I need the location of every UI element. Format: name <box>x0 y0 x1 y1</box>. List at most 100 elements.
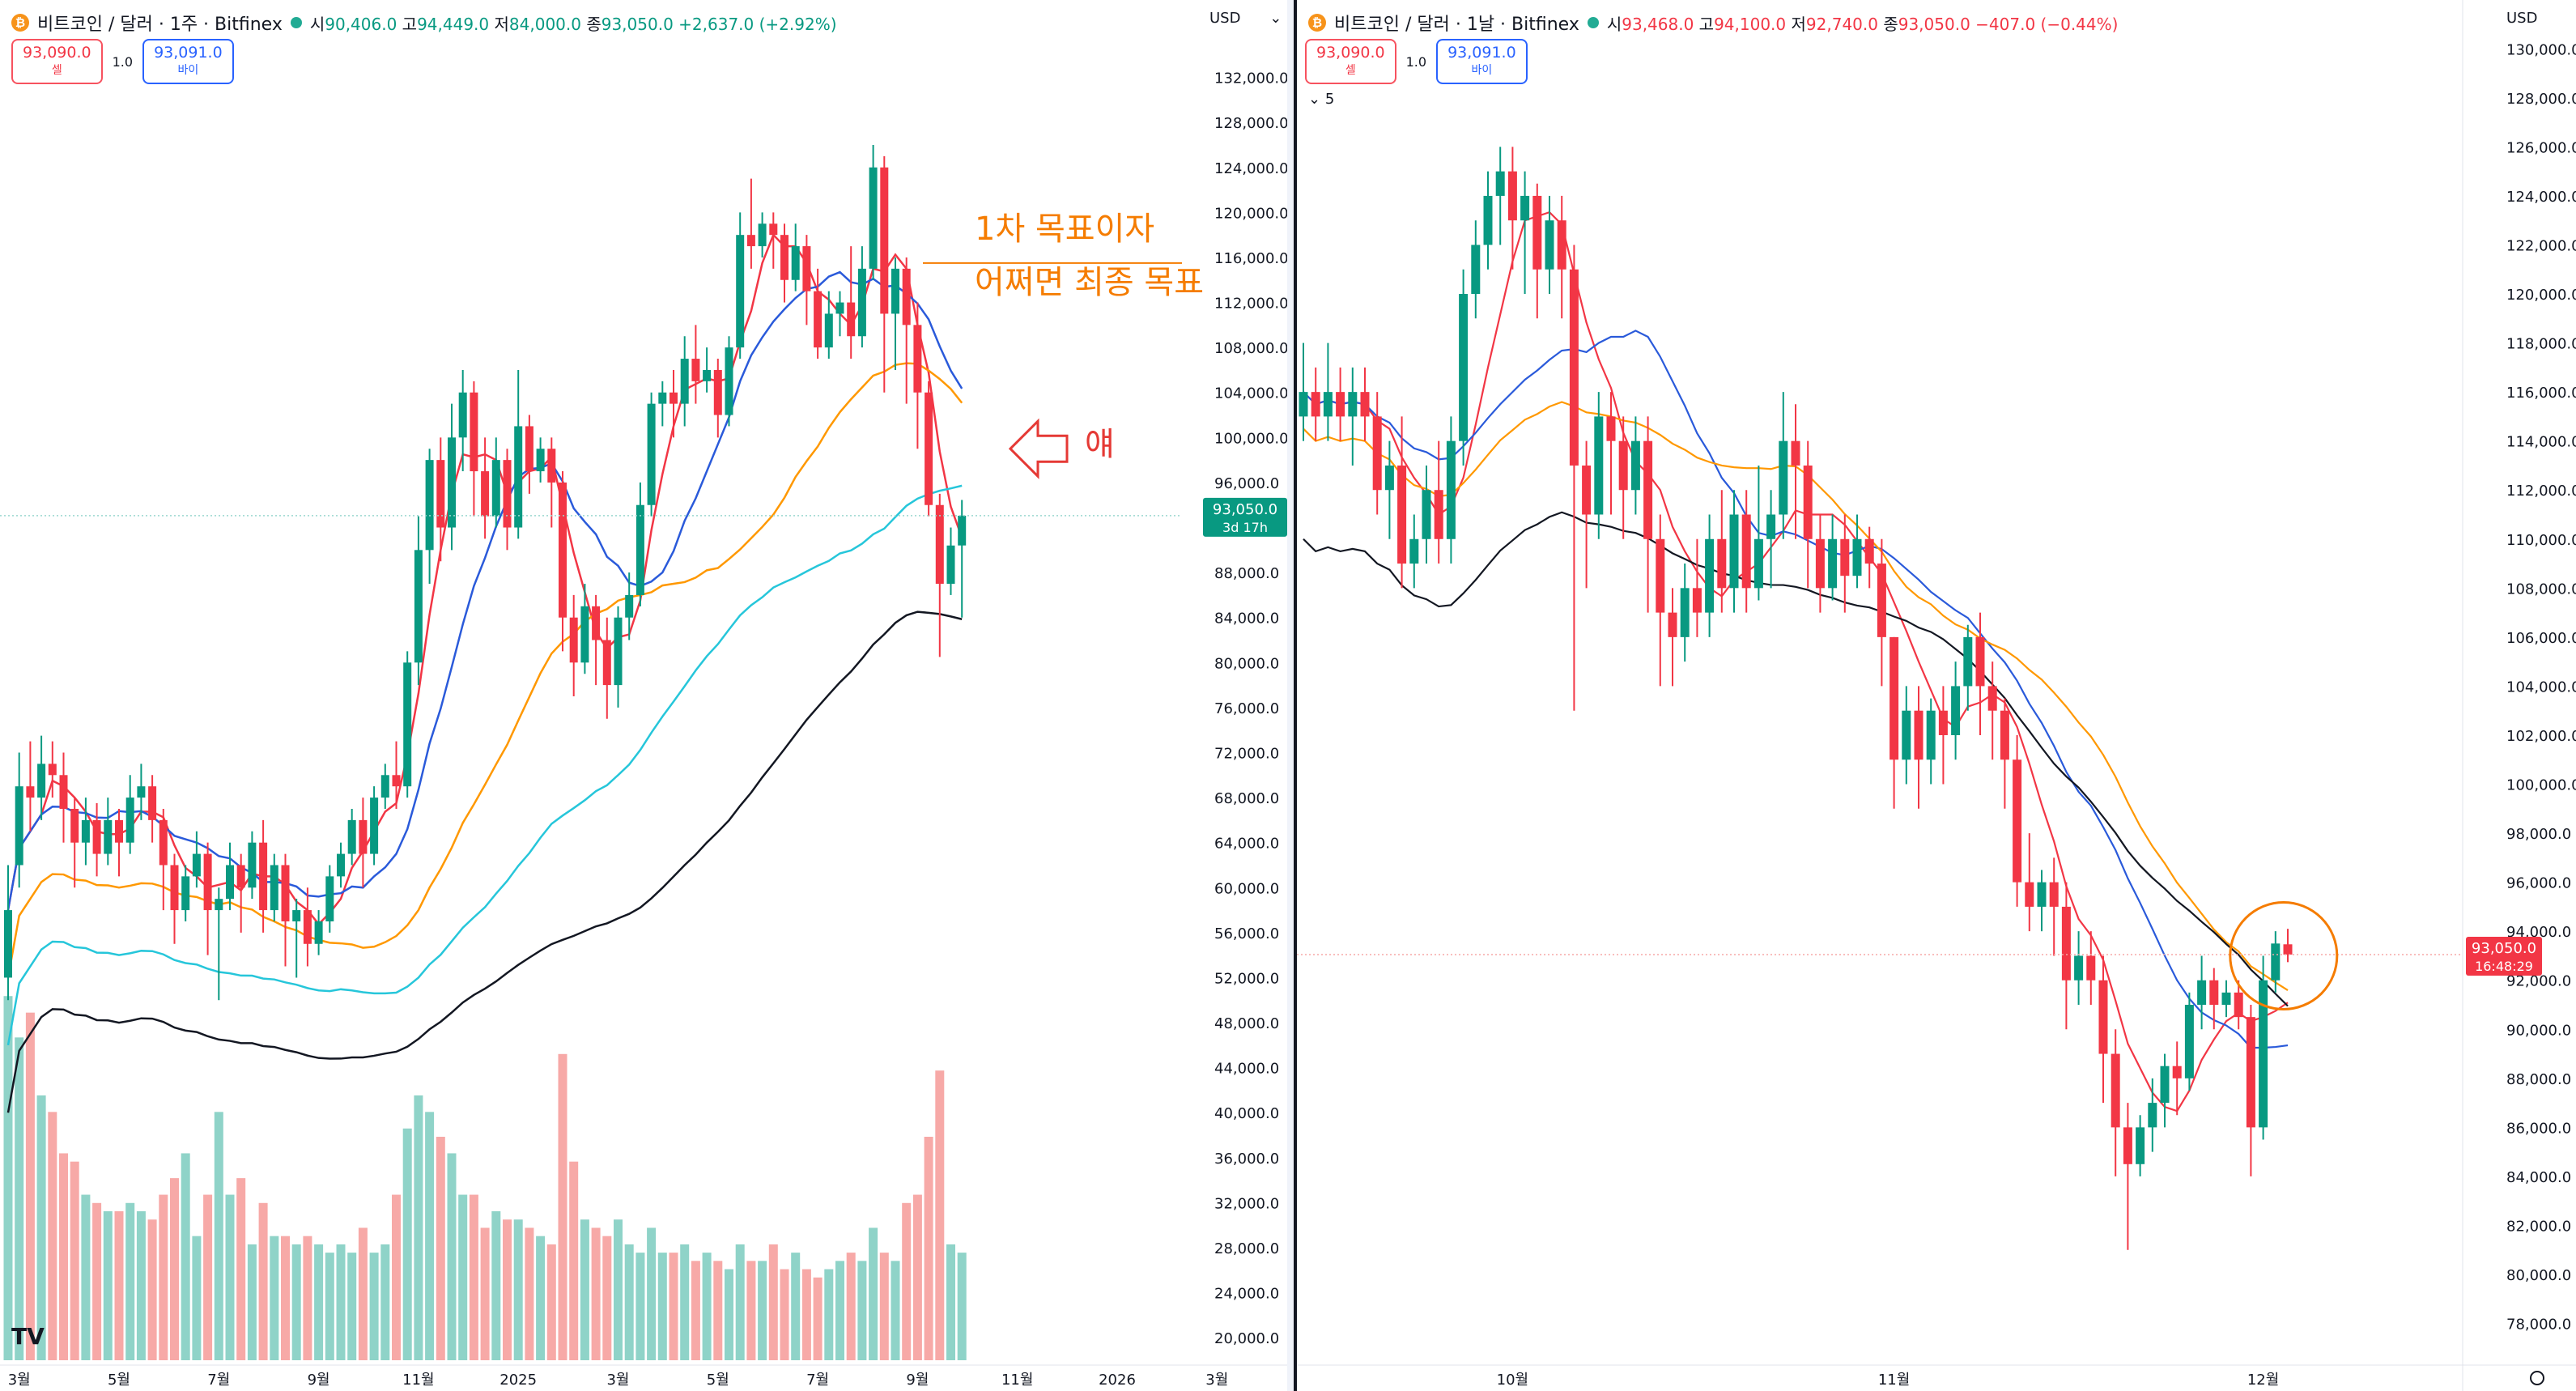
price-tick-label: 104,000.0 <box>2506 678 2576 696</box>
candle-body <box>1963 636 1973 687</box>
volume-bar <box>702 1253 712 1360</box>
candle-body <box>857 268 866 337</box>
daily-currency-selector[interactable]: USD <box>2506 10 2538 27</box>
weekly-buy-button[interactable]: 93,091.0 바이 <box>142 39 234 84</box>
price-tick-label: 48,000.0 <box>1214 1015 1279 1032</box>
volume-bar <box>725 1269 733 1360</box>
candle-body <box>281 865 290 921</box>
price-tick-label: 90,000.0 <box>2506 1022 2571 1039</box>
candle-body <box>37 764 46 798</box>
weekly-chart-panel[interactable]: 20,000.0 24,000.0 28,000.0 32,000.0 36,000.0… <box>0 0 1287 1391</box>
candle-body <box>1975 636 1985 687</box>
price-tick-label: 94,000.0 <box>2506 924 2571 941</box>
candle-body <box>181 876 190 911</box>
daily-chart-svg[interactable]: 78,000.0 80,000.0 82,000.0 84,000.0 86,000.0… <box>1297 0 2576 1391</box>
price-tick-label: 132,000.0 <box>1214 70 1287 87</box>
candle-body <box>1938 710 1948 735</box>
price-tick-label: 116,000.0 <box>1214 250 1287 267</box>
settings-gear-icon[interactable] <box>2530 1371 2544 1385</box>
price-tick-label: 56,000.0 <box>1214 925 1279 942</box>
price-tick-label: 122,000.0 <box>2506 237 2576 254</box>
volume-bar <box>402 1128 412 1360</box>
volume-bar <box>669 1253 678 1360</box>
volume-bar <box>513 1219 523 1360</box>
volume-bar <box>801 1269 811 1360</box>
volume-bar <box>491 1211 501 1360</box>
candle-body <box>236 865 245 888</box>
price-tick-label: 80,000.0 <box>2506 1267 2571 1284</box>
price-tick-label: 112,000.0 <box>2506 483 2576 500</box>
volume-bar <box>291 1244 301 1360</box>
price-tick-label: 60,000.0 <box>1214 880 1279 897</box>
volume-bar <box>657 1253 667 1360</box>
candle-body <box>847 302 856 337</box>
volume-bar <box>147 1219 157 1360</box>
candle-body <box>602 640 611 686</box>
candle-body <box>270 865 278 911</box>
left-arrow-icon <box>1008 418 1069 479</box>
volume-bar <box>713 1261 723 1360</box>
volume-bar <box>15 1037 24 1360</box>
candle-body <box>1951 686 1961 735</box>
volume-bar <box>846 1253 856 1360</box>
price-tick-label: 100,000.0 <box>2506 777 2576 794</box>
candle-body <box>2160 1066 2170 1104</box>
daily-chart-panel[interactable]: 78,000.0 80,000.0 82,000.0 84,000.0 86,000.0… <box>1294 0 2576 1391</box>
candle-body <box>2148 1103 2157 1128</box>
candle-body <box>592 606 601 640</box>
candle-body <box>1656 538 1665 613</box>
candle-body <box>1668 612 1677 637</box>
daily-buy-button[interactable]: 93,091.0 바이 <box>1436 39 1528 84</box>
price-tick-label: 78,000.0 <box>2506 1317 2571 1334</box>
weekly-sell-button[interactable]: 93,090.0 셀 <box>11 39 103 84</box>
candle-body <box>81 819 90 843</box>
volume-bar <box>181 1153 190 1360</box>
candle-body <box>935 504 944 585</box>
daily-sell-button[interactable]: 93,090.0 셀 <box>1305 39 1396 84</box>
candle-body <box>1680 588 1690 637</box>
panel-divider[interactable] <box>1287 0 1294 1391</box>
volume-bar <box>735 1244 745 1360</box>
indicators-collapse-toggle[interactable]: ⌄ 5 <box>1308 91 1335 108</box>
candle-body <box>137 786 146 798</box>
candle-body <box>1692 588 1702 613</box>
candle-body <box>1569 269 1579 466</box>
daily-symbol[interactable]: 비트코인 / 달러 · 1날 · Bitfinex <box>1334 15 1579 35</box>
volume-bar <box>414 1095 423 1360</box>
volume-bar <box>602 1236 612 1360</box>
candle-body <box>925 392 933 505</box>
weekly-ohlc: 시90,406.0 고94,449.0 저84,000.0 종93,050.0 … <box>309 14 837 34</box>
time-tick-label: 7월 <box>806 1372 829 1389</box>
volume-bar <box>647 1227 657 1360</box>
volume-bar <box>425 1112 435 1360</box>
candle-body <box>314 921 323 944</box>
volume-bar <box>114 1211 124 1360</box>
candle-body <box>958 515 967 546</box>
highlight-circle <box>2229 900 2339 1010</box>
price-tick-label: 130,000.0 <box>2506 41 2576 58</box>
price-tick-label: 84,000.0 <box>2506 1169 2571 1186</box>
volume-bar <box>325 1253 334 1360</box>
weekly-currency-selector[interactable]: USD ⌄ <box>1209 10 1282 27</box>
candle-body <box>1360 392 1370 417</box>
price-tick-label: 98,000.0 <box>2506 826 2571 843</box>
candle-body <box>2221 992 2231 1006</box>
weekly-symbol[interactable]: 비트코인 / 달러 · 1주 · Bitfinex <box>37 15 283 35</box>
time-tick-label: 11월 <box>1878 1372 1910 1389</box>
volume-bar <box>70 1161 79 1360</box>
candle-body <box>1803 465 1813 539</box>
tradingview-logo[interactable]: TV <box>11 1323 45 1350</box>
candle-body <box>192 853 201 877</box>
weekly-chart-svg[interactable]: 20,000.0 24,000.0 28,000.0 32,000.0 36,000.0… <box>0 0 1287 1391</box>
candle-body <box>115 819 123 843</box>
price-tick-label: 120,000.0 <box>2506 287 2576 304</box>
price-tick-label: 80,000.0 <box>1214 655 1279 672</box>
candle-body <box>1311 392 1320 417</box>
candle-body <box>1791 440 1800 466</box>
candle-body <box>436 460 445 528</box>
volume-bar <box>813 1277 823 1360</box>
candle-body <box>248 842 257 888</box>
price-tick-label: 76,000.0 <box>1214 700 1279 717</box>
price-tick-label: 92,000.0 <box>2506 973 2571 990</box>
candle-body <box>48 764 57 776</box>
